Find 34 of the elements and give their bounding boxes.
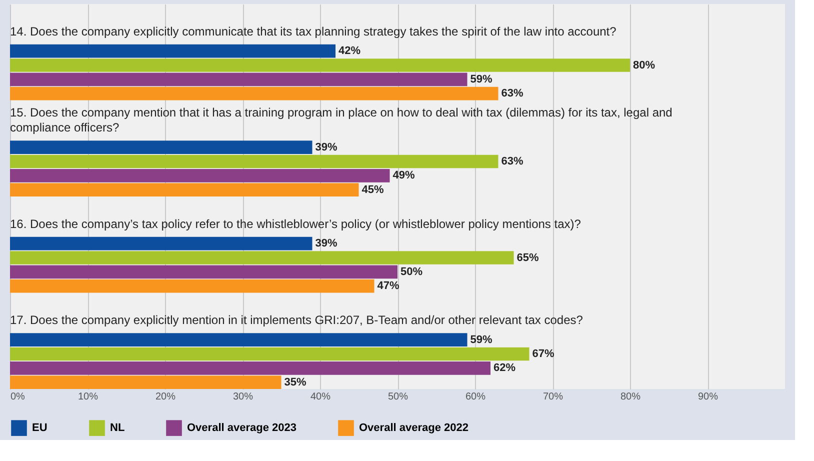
x-tick-label: 60%: [465, 392, 486, 402]
x-tick-label: 50%: [388, 392, 408, 402]
data-label: 50%: [400, 266, 423, 278]
y-tick-label: 17. Does the company explicitly mention in it implements GRI:207, B-Team and/or other relevant tax codes?: [10, 313, 584, 328]
data-label: 59%: [470, 73, 492, 86]
data-label: 49%: [392, 170, 415, 182]
data-label: 39%: [315, 141, 338, 154]
legend-label: Overall average 2022: [359, 422, 468, 434]
y-tick-label: 15. Does the company mention that it has a training program in place on how to deal with tax (dilemmas) for its tax, legal and compliance officers?: [10, 106, 672, 135]
x-tick-label: 20%: [155, 392, 176, 402]
x-tick-label: 30%: [232, 392, 254, 402]
x-tick-label: 90%: [698, 392, 718, 402]
data-label: 65%: [516, 252, 539, 264]
x-tick-label: 10%: [78, 392, 98, 402]
data-label: 63%: [501, 156, 524, 168]
data-label: 42%: [338, 45, 361, 58]
y-tick-label: 16. Does the company’s tax policy refer to the whistleblower’s policy (or whistleblower policy mentions tax)?: [10, 216, 582, 231]
data-label: 59%: [470, 334, 492, 346]
data-label: 67%: [532, 348, 554, 360]
legend-label: NL: [110, 422, 125, 434]
data-label: 39%: [315, 238, 338, 250]
x-tick-label: 70%: [542, 392, 564, 402]
x-tick-label: 80%: [620, 392, 641, 402]
data-label: 45%: [362, 184, 384, 196]
data-label: 47%: [377, 280, 400, 292]
data-label: 80%: [633, 59, 656, 72]
data-label: 35%: [284, 376, 306, 388]
y-tick-label: 14. Does the company explicitly communicate that its tax planning strategy takes the spirit of the law into account?: [10, 24, 617, 38]
data-label: 63%: [501, 88, 524, 100]
data-label: 62%: [494, 362, 516, 374]
x-tick-label: 40%: [310, 392, 331, 402]
x-tick-label: 0%: [10, 392, 26, 402]
legend-label: Overall average 2023: [187, 422, 296, 434]
legend-label: EU: [32, 422, 48, 434]
